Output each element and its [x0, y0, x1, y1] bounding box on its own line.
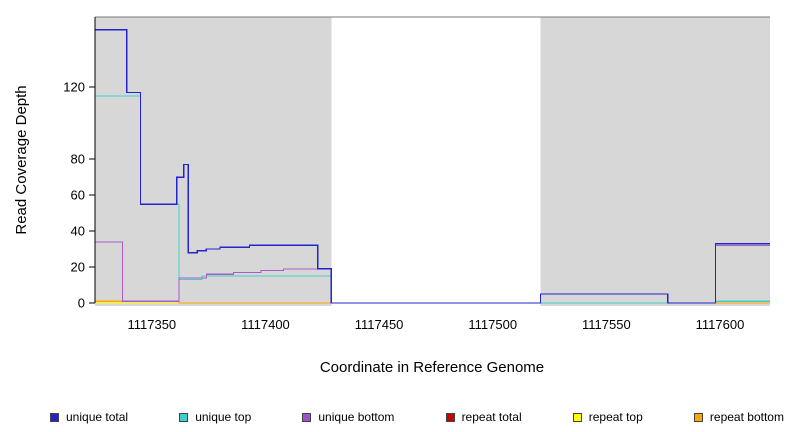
series-unique-total: [95, 28, 770, 304]
legend-item: repeat total: [445, 410, 522, 424]
legend-label: unique bottom: [318, 410, 395, 424]
legend-swatch-icon: [693, 412, 703, 422]
legend-swatch-icon: [572, 412, 582, 422]
x-axis-tick-labels: 1117350 1117400 1117450 1117500 1117550 11176…: [127, 317, 744, 332]
x-tick-label: 1117400: [241, 317, 290, 332]
x-tick-label: 1117350: [127, 317, 176, 332]
x-tick-label: 1117600: [696, 317, 745, 332]
series-lines: [95, 28, 770, 304]
legend-item: unique bottom: [302, 410, 394, 424]
y-tick-label: 40: [71, 224, 85, 239]
legend-item: repeat bottom: [693, 410, 784, 424]
shaded-band: [95, 17, 332, 306]
legend-swatch-icon: [302, 412, 312, 422]
y-axis-title: Read Coverage Depth: [13, 85, 30, 234]
legend-item: repeat top: [572, 410, 643, 424]
legend-item: unique top: [179, 410, 251, 424]
legend-label: repeat bottom: [709, 410, 784, 424]
shaded-regions: [95, 17, 770, 306]
shaded-band: [540, 17, 770, 306]
x-tick-label: 1117500: [468, 317, 517, 332]
y-tick-label: 60: [71, 188, 85, 203]
y-tick-label: 80: [71, 152, 85, 167]
legend-label: repeat top: [588, 410, 643, 424]
x-tick-label: 1117550: [582, 317, 631, 332]
legend-label: unique total: [66, 410, 129, 424]
y-tick-label: 20: [71, 260, 85, 275]
legend-label: repeat total: [461, 410, 522, 424]
y-axis: 0 20 40 60 80 120: [63, 17, 96, 311]
legend-item: unique total: [50, 410, 128, 424]
legend-swatch-icon: [50, 412, 59, 422]
x-tick-label: 1117450: [355, 317, 404, 332]
legend: unique total unique top unique bottom repea…: [50, 410, 784, 424]
legend-label: unique top: [195, 410, 252, 424]
y-tick-label: 120: [63, 80, 85, 95]
legend-swatch-icon: [179, 412, 189, 422]
x-axis-title: Coordinate in Reference Genome: [320, 359, 544, 376]
y-tick-label: 0: [78, 296, 85, 311]
legend-swatch-icon: [445, 412, 455, 422]
